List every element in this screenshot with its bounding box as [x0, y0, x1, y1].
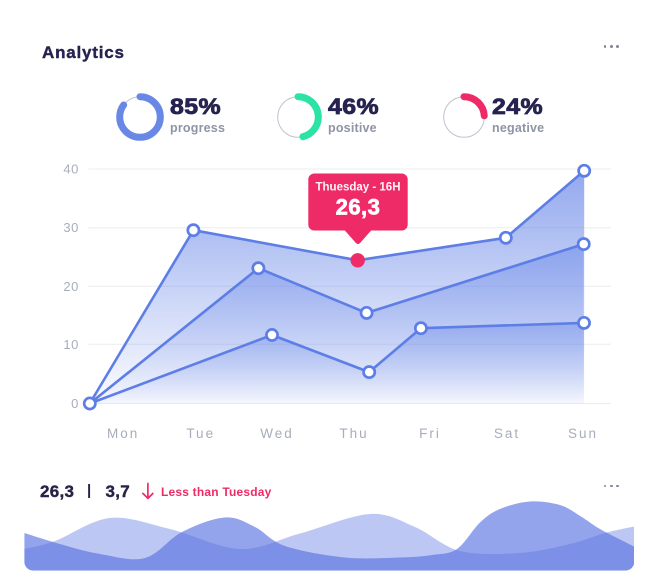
svg-text:0: 0: [71, 396, 79, 411]
svg-text:Thu: Thu: [339, 426, 368, 441]
svg-text:Thuesday - 16H: Thuesday - 16H: [316, 182, 401, 194]
svg-text:Mon: Mon: [107, 426, 139, 441]
svg-text:30: 30: [63, 220, 79, 235]
svg-text:Fri: Fri: [419, 426, 441, 441]
svg-text:Sat: Sat: [494, 426, 520, 441]
svg-text:Tue: Tue: [186, 426, 215, 441]
svg-text:10: 10: [63, 337, 79, 352]
svg-text:Wed: Wed: [260, 426, 294, 441]
svg-text:Sun: Sun: [568, 426, 598, 441]
svg-text:26,3: 26,3: [336, 195, 381, 220]
svg-text:40: 40: [63, 162, 79, 177]
svg-text:20: 20: [63, 279, 79, 294]
